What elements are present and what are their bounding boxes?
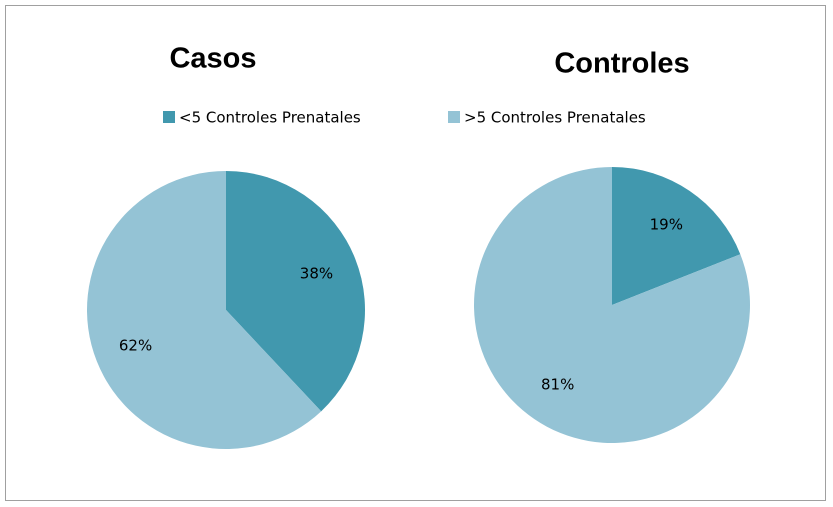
pie-slice (473, 167, 750, 444)
data-label: 19% (650, 216, 683, 234)
legend-swatch (448, 111, 460, 123)
legend-swatch (163, 111, 175, 123)
data-label: 81% (541, 375, 574, 393)
pie-slice (226, 171, 365, 412)
legend-label: <5 Controles Prenatales (179, 109, 361, 127)
chart-title: Controles (554, 48, 689, 80)
chart-title: Casos (169, 43, 256, 75)
data-label: 38% (300, 265, 333, 283)
pie-slice (86, 171, 322, 449)
data-label: 62% (119, 336, 152, 354)
legend-label: >5 Controles Prenatales (464, 109, 646, 127)
pie-slice (612, 167, 741, 305)
